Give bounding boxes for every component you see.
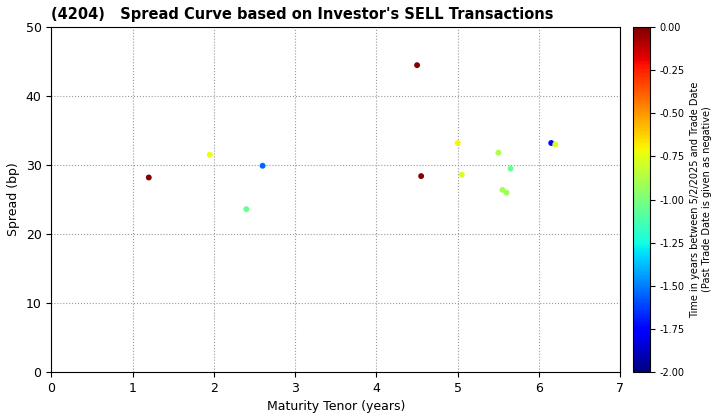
Point (546, 140, 557, 147)
Point (415, 173, 427, 179)
Point (492, 150, 504, 156)
Point (549, 141, 561, 148)
Point (505, 165, 516, 172)
Y-axis label: Time in years between 5/2/2025 and Trade Date
(Past Trade Date is given as negat: Time in years between 5/2/2025 and Trade… (690, 81, 712, 318)
Point (452, 140, 464, 147)
Text: (4204)   Spread Curve based on Investor's SELL Transactions: (4204) Spread Curve based on Investor's … (51, 7, 554, 22)
Y-axis label: Spread (bp): Spread (bp) (7, 163, 20, 236)
Point (411, 62, 423, 68)
Point (257, 163, 269, 169)
Point (497, 186, 508, 193)
Point (240, 206, 252, 213)
Point (204, 151, 215, 158)
Point (456, 171, 467, 178)
X-axis label: Maturity Tenor (years): Maturity Tenor (years) (266, 400, 405, 413)
Point (500, 189, 512, 196)
Point (143, 174, 155, 181)
